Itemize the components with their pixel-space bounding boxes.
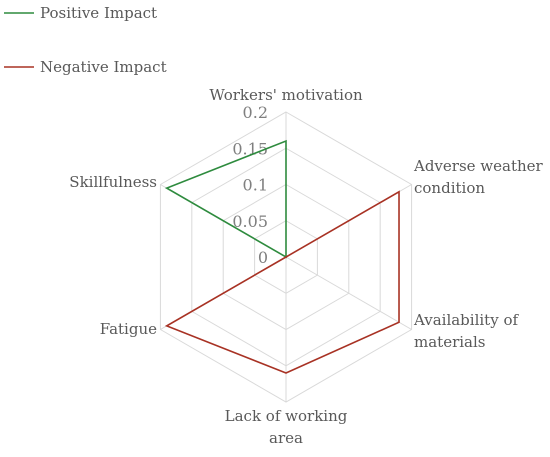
- axis-label: Adverse weather condition: [413, 157, 544, 197]
- legend-label: Positive Impact: [40, 4, 157, 22]
- axis-labels: Workers' motivation Adverse weather condit…: [69, 86, 543, 447]
- axis-label-line: Fatigue: [100, 320, 157, 338]
- tick-label: 0.2: [243, 103, 268, 122]
- radial-tick-labels: 0 0.05 0.1 0.15 0.2: [232, 103, 268, 267]
- axis-label: Lack of working area: [225, 407, 348, 447]
- tick-label: 0.1: [243, 176, 268, 195]
- axis-label: Availability of materials: [413, 311, 519, 351]
- axis-label-line: Workers' motivation: [209, 86, 363, 104]
- axis-label: Workers' motivation: [209, 86, 363, 104]
- tick-label: 0.05: [232, 212, 268, 231]
- axis-label-line: Adverse weather: [413, 157, 544, 175]
- legend-label: Negative Impact: [40, 58, 167, 76]
- tick-label: 0.15: [232, 139, 268, 158]
- data-series: [164, 139, 400, 374]
- axis-label-line: materials: [414, 333, 485, 351]
- legend: Positive Impact Negative Impact: [4, 4, 167, 76]
- axis-label-line: Lack of working: [225, 407, 348, 425]
- axis-label-line: condition: [414, 179, 485, 197]
- axis-label-line: area: [269, 429, 303, 447]
- axis-label-line: Skillfulness: [69, 173, 157, 191]
- axis-label-line: Availability of: [413, 311, 519, 329]
- series-line: [164, 139, 287, 259]
- axis-label: Fatigue: [100, 320, 157, 338]
- axis-label: Skillfulness: [69, 173, 157, 191]
- axis-spoke: [285, 256, 412, 330]
- tick-label: 0: [258, 248, 268, 267]
- series-line: [164, 190, 400, 374]
